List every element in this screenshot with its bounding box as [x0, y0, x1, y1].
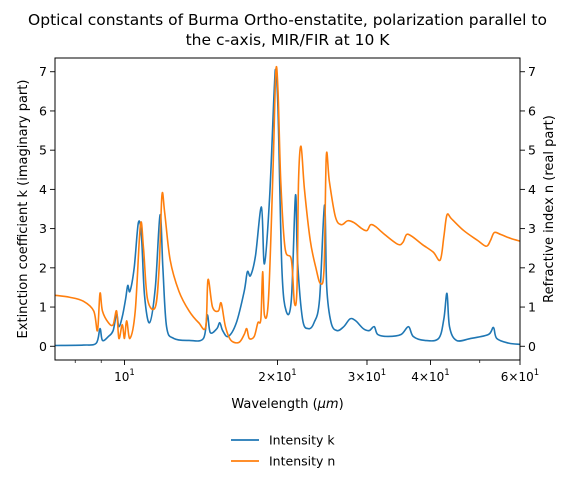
plot-frame: [54, 57, 521, 361]
legend: Intensity k Intensity n: [231, 433, 335, 469]
y-right-tick-label: 5: [528, 143, 536, 158]
x-tick-label: 3×101: [348, 368, 386, 384]
x-axis-ticks: 101 2×101 3×101 4×101 6×101: [74, 360, 539, 384]
y-left-tick-label: 4: [39, 182, 47, 197]
x-tick-label: 4×101: [411, 368, 449, 384]
y-right-tick-label: 6: [528, 103, 536, 118]
x-tick-label: 6×101: [501, 368, 539, 384]
y-left-tick-label: 3: [39, 221, 47, 236]
y-right-tick-label: 4: [528, 182, 536, 197]
series-layer: [55, 65, 520, 347]
series-line-n: [55, 65, 520, 344]
chart-title-line-2: the c-axis, MIR/FIR at 10 K: [186, 31, 391, 49]
y-axis-right-ticks: 0 1 2 3 4 5 6 7: [520, 64, 536, 354]
series-line-k: [55, 68, 520, 347]
y-left-tick-label: 0: [39, 339, 47, 354]
y-right-tick-label: 0: [528, 339, 536, 354]
chart-title-line-1: Optical constants of Burma Ortho-enstati…: [28, 11, 547, 29]
x-tick-label: 2×101: [258, 368, 296, 384]
y-axis-right-label: Refractive index n (real part): [542, 115, 557, 303]
x-tick-label: 101: [114, 368, 135, 384]
y-left-tick-label: 7: [39, 64, 47, 79]
y-left-tick-label: 2: [39, 260, 47, 275]
x-axis-label: Wavelength (μm): [231, 397, 343, 412]
y-right-tick-label: 2: [528, 260, 536, 275]
y-left-tick-label: 1: [39, 300, 47, 315]
y-right-tick-label: 1: [528, 300, 536, 315]
y-left-tick-label: 5: [39, 143, 47, 158]
legend-label: Intensity n: [269, 454, 335, 469]
y-right-tick-label: 3: [528, 221, 536, 236]
y-axis-left-label: Extinction coefficient k (imaginary part…: [16, 80, 31, 339]
y-axis-left-ticks: 0 1 2 3 4 5 6 7: [39, 64, 55, 354]
legend-label: Intensity k: [269, 433, 335, 448]
chart-title: Optical constants of Burma Ortho-enstati…: [28, 11, 547, 49]
y-left-tick-label: 6: [39, 103, 47, 118]
y-right-tick-label: 7: [528, 64, 536, 79]
